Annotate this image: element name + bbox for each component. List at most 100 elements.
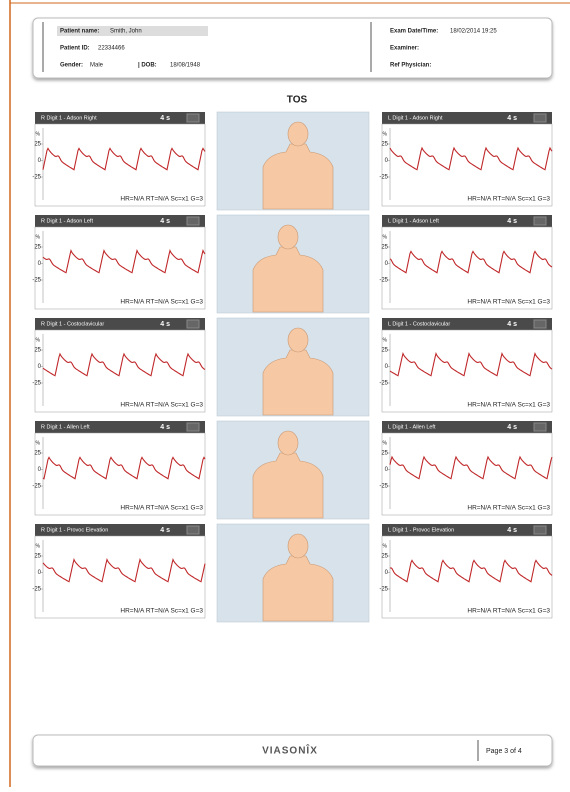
panel-label: L Digit 1 - Allen Left bbox=[388, 424, 436, 430]
y-unit: % bbox=[383, 234, 388, 240]
panel-button[interactable] bbox=[186, 216, 200, 226]
y-tick-label: 0 bbox=[385, 261, 389, 267]
panel-duration: 4 s bbox=[507, 115, 517, 122]
value: 18/02/2014 19:25 bbox=[450, 29, 497, 35]
panel-label: L Digit 1 - Costoclavicular bbox=[388, 321, 450, 327]
body-figure bbox=[262, 143, 334, 210]
y-tick-label: -25 bbox=[379, 381, 388, 387]
panel-label: R Digit 1 - Adson Right bbox=[41, 115, 97, 121]
panel-duration: 4 s bbox=[160, 424, 170, 431]
pulse-trace bbox=[42, 249, 206, 274]
plot-area bbox=[381, 432, 553, 516]
panel-duration: 4 s bbox=[507, 321, 517, 328]
panel-header bbox=[35, 318, 205, 330]
panel-label: R Digit 1 - Adson Left bbox=[41, 218, 93, 224]
y-unit: % bbox=[36, 543, 41, 549]
y-tick-label: 0 bbox=[385, 364, 389, 370]
body-head bbox=[287, 327, 309, 353]
y-tick-label: 0 bbox=[38, 570, 42, 576]
panel-header bbox=[35, 112, 205, 124]
panel-info: HR=N/A RT=N/A Sc=x1 G=3 bbox=[467, 299, 550, 306]
panel-label: L Digit 1 - Adson Right bbox=[388, 115, 443, 121]
panel-duration: 4 s bbox=[160, 527, 170, 534]
panel-button[interactable] bbox=[186, 525, 200, 535]
body-figure bbox=[252, 452, 324, 519]
panel-label: R Digit 1 - Costoclavicular bbox=[41, 321, 104, 327]
panel-duration: 4 s bbox=[160, 321, 170, 328]
panel-button[interactable] bbox=[186, 113, 200, 123]
label: Examiner: bbox=[390, 46, 419, 52]
panel-duration: 4 s bbox=[507, 424, 517, 431]
y-tick-label: 25 bbox=[381, 245, 388, 251]
y-tick-label: -25 bbox=[32, 484, 41, 490]
panel-button[interactable] bbox=[533, 422, 547, 432]
y-unit: % bbox=[36, 234, 41, 240]
panel-label: R Digit 1 - Provoc Elevation bbox=[41, 527, 108, 533]
pulse-trace bbox=[389, 352, 553, 377]
footer-box bbox=[32, 734, 553, 767]
panel-button[interactable] bbox=[533, 113, 547, 123]
y-tick-label: 25 bbox=[381, 451, 388, 457]
body-figure bbox=[252, 246, 324, 313]
y-tick-label: -25 bbox=[32, 175, 41, 181]
plot-area bbox=[34, 432, 206, 516]
panel-info: HR=N/A RT=N/A Sc=x1 G=3 bbox=[467, 402, 550, 409]
y-tick-label: 25 bbox=[381, 554, 388, 560]
pulse-trace bbox=[389, 455, 553, 480]
plot-area bbox=[34, 123, 206, 207]
y-tick-label: 25 bbox=[381, 142, 388, 148]
y-tick-label: -25 bbox=[379, 278, 388, 284]
y-tick-label: -25 bbox=[379, 587, 388, 593]
y-tick-label: 0 bbox=[38, 364, 42, 370]
body-figure bbox=[262, 349, 334, 416]
y-unit: % bbox=[383, 337, 388, 343]
y-tick-label: -25 bbox=[32, 278, 41, 284]
y-tick-label: 25 bbox=[34, 554, 41, 560]
panel-info: HR=N/A RT=N/A Sc=x1 G=3 bbox=[120, 505, 203, 512]
panel-header bbox=[35, 215, 205, 227]
y-unit: % bbox=[383, 131, 388, 137]
label: Exam Date/Time: bbox=[390, 29, 438, 35]
value: Smith, John bbox=[110, 29, 142, 35]
y-tick-label: -25 bbox=[32, 587, 41, 593]
y-unit: % bbox=[36, 131, 41, 137]
panel-label: L Digit 1 - Adson Left bbox=[388, 218, 439, 224]
panel-button[interactable] bbox=[533, 216, 547, 226]
panel-header bbox=[382, 421, 552, 433]
label: Patient name: bbox=[60, 29, 99, 35]
plot-area bbox=[34, 535, 206, 619]
panel-info: HR=N/A RT=N/A Sc=x1 G=3 bbox=[467, 196, 550, 203]
y-tick-label: 25 bbox=[381, 348, 388, 354]
panel-button[interactable] bbox=[533, 525, 547, 535]
body-head bbox=[277, 430, 299, 456]
panel-header bbox=[35, 524, 205, 536]
pulse-trace bbox=[42, 352, 206, 377]
label: Gender: bbox=[60, 63, 83, 69]
y-tick-label: -25 bbox=[379, 484, 388, 490]
value: 18/08/1948 bbox=[170, 63, 201, 69]
pulse-trace bbox=[389, 250, 553, 274]
body-head bbox=[287, 533, 309, 559]
panel-duration: 4 s bbox=[507, 527, 517, 534]
body-figure bbox=[262, 555, 334, 622]
y-tick-label: 0 bbox=[38, 261, 42, 267]
panel-button[interactable] bbox=[186, 422, 200, 432]
panel-label: L Digit 1 - Provoc Elevation bbox=[388, 527, 454, 533]
pulse-trace bbox=[42, 147, 206, 171]
panel-info: HR=N/A RT=N/A Sc=x1 G=3 bbox=[467, 505, 550, 512]
y-tick-label: 0 bbox=[38, 158, 42, 164]
panel-header bbox=[35, 421, 205, 433]
plot-area bbox=[34, 226, 206, 310]
panel-button[interactable] bbox=[186, 319, 200, 329]
panel-duration: 4 s bbox=[507, 218, 517, 225]
panel-duration: 4 s bbox=[160, 115, 170, 122]
y-unit: % bbox=[383, 440, 388, 446]
panel-button[interactable] bbox=[533, 319, 547, 329]
panel-header bbox=[382, 524, 552, 536]
panel-info: HR=N/A RT=N/A Sc=x1 G=3 bbox=[120, 402, 203, 409]
title: TOS bbox=[287, 95, 308, 106]
pulse-trace bbox=[42, 558, 206, 583]
value: Male bbox=[90, 63, 104, 69]
panel-header bbox=[382, 112, 552, 124]
